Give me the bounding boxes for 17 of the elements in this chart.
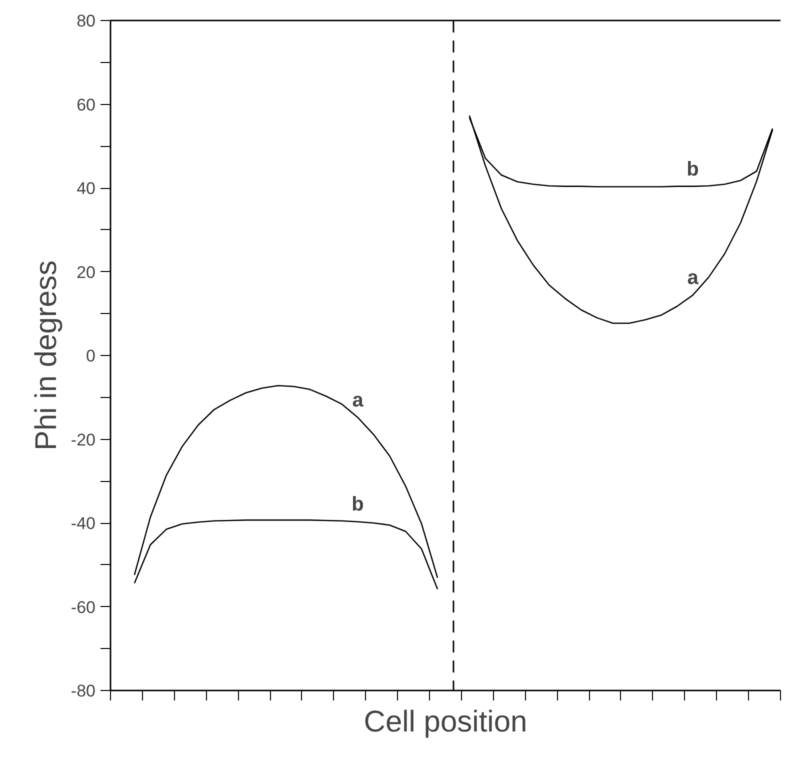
y-tick-label: 80: [76, 12, 96, 30]
y-axis-title: Phi in degress: [30, 260, 63, 451]
y-tick-label: -20: [70, 430, 96, 450]
line-series: [134, 519, 438, 590]
x-axis-title: Cell position: [364, 706, 528, 738]
series-label: b: [352, 494, 364, 516]
y-tick-label: -80: [70, 682, 96, 700]
y-tick-label: 0: [86, 346, 96, 366]
line-series: [134, 385, 438, 579]
series-label: a: [687, 267, 700, 290]
y-tick-label: -60: [70, 598, 96, 617]
y-tick-label: 60: [76, 95, 96, 114]
y-tick-label: -40: [70, 514, 96, 533]
series-label: a: [352, 389, 364, 412]
y-tick-label: 20: [76, 262, 96, 282]
series-label: b: [686, 158, 699, 180]
y-tick-label: 40: [76, 179, 96, 198]
